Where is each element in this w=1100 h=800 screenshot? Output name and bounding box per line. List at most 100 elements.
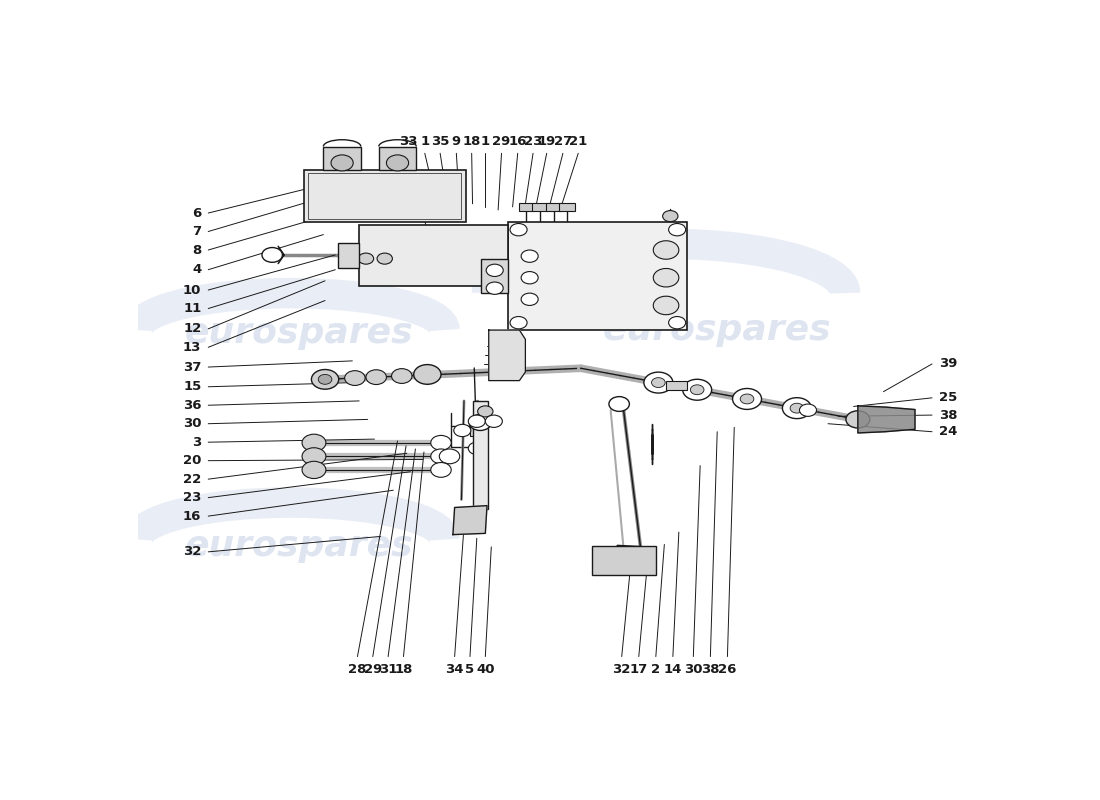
Circle shape <box>454 424 471 437</box>
Text: 18: 18 <box>394 662 412 676</box>
Text: 33: 33 <box>399 135 418 148</box>
Text: 12: 12 <box>184 322 201 335</box>
Circle shape <box>669 223 685 236</box>
Text: 16: 16 <box>508 135 527 148</box>
Circle shape <box>486 282 503 294</box>
Text: eurospares: eurospares <box>185 529 414 562</box>
Circle shape <box>510 317 527 329</box>
FancyBboxPatch shape <box>378 146 416 170</box>
Text: 39: 39 <box>938 358 957 370</box>
FancyBboxPatch shape <box>508 222 688 330</box>
Circle shape <box>469 415 485 427</box>
Circle shape <box>366 370 386 385</box>
FancyBboxPatch shape <box>338 243 359 268</box>
Circle shape <box>431 435 451 450</box>
Text: 28: 28 <box>349 662 366 676</box>
Text: 21: 21 <box>569 135 587 148</box>
Text: 27: 27 <box>553 135 572 148</box>
Circle shape <box>469 414 492 430</box>
Circle shape <box>662 210 678 222</box>
Text: 10: 10 <box>183 283 201 297</box>
Circle shape <box>311 370 339 390</box>
Text: 31: 31 <box>378 662 397 676</box>
Text: eurospares: eurospares <box>603 313 832 347</box>
Text: 23: 23 <box>524 135 542 148</box>
FancyBboxPatch shape <box>560 202 575 211</box>
Circle shape <box>653 296 679 314</box>
Circle shape <box>782 398 812 418</box>
Circle shape <box>644 372 673 393</box>
FancyBboxPatch shape <box>359 226 508 286</box>
Circle shape <box>302 462 326 478</box>
Circle shape <box>431 449 451 464</box>
Text: 24: 24 <box>938 426 957 438</box>
FancyBboxPatch shape <box>304 170 465 222</box>
Text: 19: 19 <box>538 135 556 148</box>
Text: 37: 37 <box>183 361 201 374</box>
Polygon shape <box>858 406 915 433</box>
Circle shape <box>653 241 679 259</box>
Text: 8: 8 <box>192 243 201 257</box>
Text: 32: 32 <box>183 546 201 558</box>
Circle shape <box>486 264 503 277</box>
FancyBboxPatch shape <box>323 146 361 170</box>
Text: 40: 40 <box>476 662 495 676</box>
Polygon shape <box>488 330 526 381</box>
FancyBboxPatch shape <box>481 259 508 293</box>
Text: 22: 22 <box>184 473 201 486</box>
Circle shape <box>691 385 704 394</box>
Circle shape <box>683 379 712 400</box>
Text: 25: 25 <box>938 391 957 404</box>
Text: 29: 29 <box>364 662 382 676</box>
Circle shape <box>521 250 538 262</box>
Text: 18: 18 <box>462 135 481 148</box>
Text: 38: 38 <box>938 409 957 422</box>
Circle shape <box>510 223 527 236</box>
Text: 32: 32 <box>613 662 631 676</box>
FancyBboxPatch shape <box>473 401 488 509</box>
Text: 4: 4 <box>192 263 201 276</box>
Circle shape <box>653 269 679 287</box>
Circle shape <box>521 293 538 306</box>
Text: 35: 35 <box>431 135 449 148</box>
Text: 20: 20 <box>183 454 201 467</box>
Circle shape <box>485 415 503 427</box>
Circle shape <box>477 406 493 417</box>
FancyBboxPatch shape <box>518 202 534 211</box>
Text: 29: 29 <box>493 135 510 148</box>
Circle shape <box>377 253 393 264</box>
Text: 2: 2 <box>651 662 660 676</box>
Circle shape <box>431 462 451 478</box>
Circle shape <box>846 410 870 428</box>
Text: 15: 15 <box>184 380 201 394</box>
Circle shape <box>344 370 365 386</box>
Text: 1: 1 <box>481 135 490 148</box>
Polygon shape <box>453 506 487 534</box>
Circle shape <box>302 448 326 465</box>
Text: 7: 7 <box>192 225 201 238</box>
Text: 17: 17 <box>629 662 648 676</box>
Circle shape <box>740 394 754 404</box>
Circle shape <box>609 397 629 411</box>
FancyBboxPatch shape <box>546 202 561 211</box>
Circle shape <box>521 271 538 284</box>
Circle shape <box>359 253 374 264</box>
Text: 11: 11 <box>184 302 201 315</box>
Text: 16: 16 <box>183 510 201 522</box>
Text: 30: 30 <box>183 418 201 430</box>
Circle shape <box>669 317 685 329</box>
Circle shape <box>414 365 441 384</box>
Text: 23: 23 <box>183 491 201 504</box>
Text: 34: 34 <box>446 662 464 676</box>
Text: 1: 1 <box>420 135 429 148</box>
Text: 26: 26 <box>718 662 737 676</box>
Text: 14: 14 <box>663 662 682 676</box>
Text: 9: 9 <box>452 135 461 148</box>
Text: 38: 38 <box>701 662 719 676</box>
Text: 6: 6 <box>192 206 201 219</box>
Text: 3: 3 <box>192 436 201 449</box>
Circle shape <box>651 378 666 387</box>
Circle shape <box>469 442 485 454</box>
Circle shape <box>302 434 326 451</box>
Circle shape <box>800 404 816 416</box>
